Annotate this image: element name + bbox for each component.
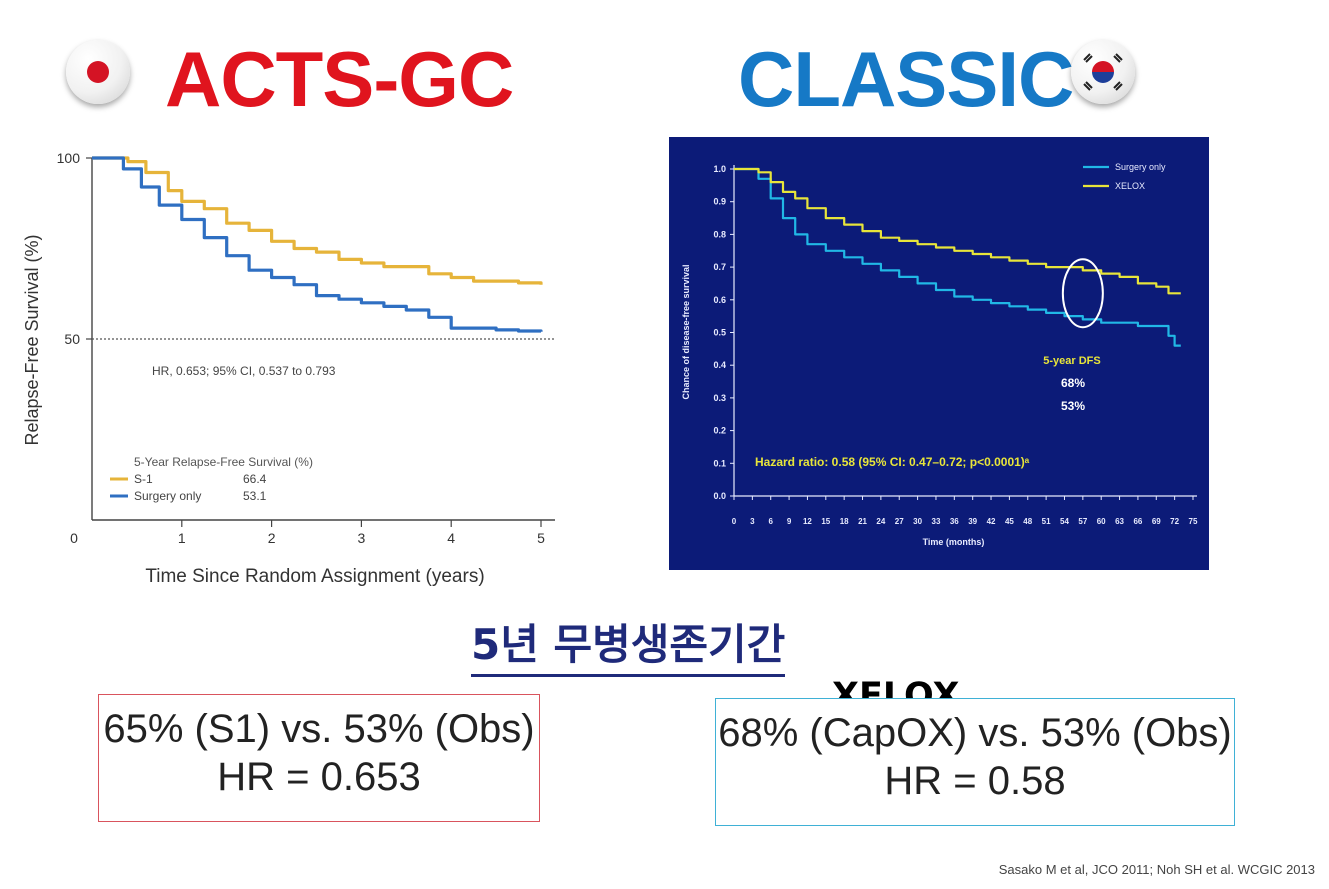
classic-chart-panel: [669, 137, 1209, 570]
classic-summary-rates: 68% (CapOX) vs. 53% (Obs): [718, 711, 1232, 755]
x-tick-label: 0: [70, 530, 78, 546]
classic-summary-box: 68% (CapOX) vs. 53% (Obs) HR = 0.58: [715, 698, 1235, 826]
y-tick-label: 100: [57, 150, 81, 166]
classic-text: Surgery only XELOX Time (months) Chance of …: [681, 162, 1166, 547]
x-tick-label: 72: [1170, 517, 1179, 526]
korea-flag-icon: [1071, 40, 1135, 104]
x-tick-label: 15: [821, 517, 830, 526]
y-tick-label: 0.8: [713, 229, 726, 239]
acts-gc-summary-hr: HR = 0.653: [217, 755, 421, 799]
x-tick-label: 60: [1097, 517, 1106, 526]
hazard-ratio-annotation: Hazard ratio: 0.58 (95% CI: 0.47–0.72; p…: [755, 455, 1030, 469]
acts-gc-summary-rates: 65% (S1) vs. 53% (Obs): [103, 707, 535, 751]
x-tick-label: 6: [768, 517, 773, 526]
x-tick-label: 33: [932, 517, 941, 526]
x-tick-label: 3: [358, 530, 366, 546]
classic-survival-chart: 0.00.10.20.30.40.50.60.70.80.91.00 3 6 9 12 1…: [681, 162, 1198, 547]
x-tick-label: 75: [1189, 517, 1198, 526]
series-line-surgery-only: [92, 156, 543, 333]
y-tick-label: 0.2: [713, 426, 726, 436]
legend-title: 5-Year Relapse-Free Survival (%): [134, 455, 313, 469]
x-axis-label: Time Since Random Assignment (years): [145, 566, 484, 587]
x-tick-label: 30: [913, 517, 922, 526]
x-tick-label: 54: [1060, 517, 1069, 526]
x-tick-label: 9: [787, 517, 792, 526]
y-tick-label: 50: [64, 331, 80, 347]
classic-summary-hr: HR = 0.58: [884, 759, 1066, 803]
y-tick-label: 0.9: [713, 197, 726, 207]
acts-gc-lines: [92, 156, 543, 333]
dfs-label-value: 68%: [1061, 376, 1085, 390]
x-tick-label: 18: [840, 517, 849, 526]
x-tick-label: 21: [858, 517, 867, 526]
citation: Sasako M et al, JCO 2011; Noh SH et al. …: [998, 862, 1315, 877]
y-tick-label: 0.1: [713, 458, 726, 468]
x-tick-label: 24: [876, 517, 885, 526]
x-tick-label: 57: [1078, 517, 1087, 526]
acts-gc-summary-box: 65% (S1) vs. 53% (Obs) HR = 0.653: [98, 694, 540, 822]
x-tick-label: 2: [268, 530, 276, 546]
five-year-dfs-subtitle: 5년 무병생존기간: [471, 618, 786, 677]
x-tick-label: 12: [803, 517, 812, 526]
acts-gc-ticks: 50 100 0 1 2 3 4 5: [57, 150, 545, 546]
classic-axes: [733, 165, 1197, 497]
classic-title: CLASSIC: [738, 35, 1074, 123]
y-tick-label: 0.4: [713, 360, 726, 370]
x-tick-label: 0: [732, 517, 737, 526]
hr-annotation: HR, 0.653; 95% CI, 0.537 to 0.793: [152, 364, 336, 378]
y-axis-label: Relapse-Free Survival (%): [22, 234, 42, 445]
x-tick-label: 45: [1005, 517, 1014, 526]
x-tick-label: 63: [1115, 517, 1124, 526]
y-tick-label: 0.7: [713, 262, 726, 272]
legend-entry-name: Surgery only: [134, 489, 201, 503]
y-axis-label: Chance of disease-free survival: [681, 264, 691, 399]
classic-lines: [734, 167, 1181, 347]
dfs-label-title: 5-year DFS: [1043, 355, 1100, 367]
y-tick-label: 0.5: [713, 328, 726, 338]
x-tick-label: 5: [537, 530, 545, 546]
y-tick-label: 0.0: [713, 491, 726, 501]
japan-flag-icon: [66, 40, 130, 104]
x-tick-label: 39: [968, 517, 977, 526]
dfs-highlight-ellipse: [1061, 258, 1104, 329]
x-axis-label: Time (months): [923, 537, 985, 547]
legend-entry-name: XELOX: [1115, 181, 1145, 191]
acts-gc-survival-chart: 50 100 0 1 2 3 4 5 Time Since Random Assignment…: [22, 150, 555, 587]
x-tick-label: 48: [1023, 517, 1032, 526]
series-line-surgery-only: [734, 167, 1181, 347]
y-tick-label: 0.6: [713, 295, 726, 305]
x-tick-label: 51: [1042, 517, 1051, 526]
x-tick-label: 42: [987, 517, 996, 526]
dfs-label-value: 53%: [1061, 399, 1085, 413]
series-line-s-1: [92, 156, 543, 285]
classic-ticks: 0.00.10.20.30.40.50.60.70.80.91.00 3 6 9 12 1…: [713, 164, 1198, 526]
acts-gc-text: Time Since Random Assignment (years) Rela…: [22, 234, 485, 587]
series-line-xelox: [734, 167, 1181, 295]
y-tick-label: 1.0: [713, 164, 726, 174]
x-tick-label: 1: [178, 530, 186, 546]
x-tick-label: 27: [895, 517, 904, 526]
x-tick-label: 3: [750, 517, 755, 526]
x-tick-label: 66: [1133, 517, 1142, 526]
x-tick-label: 69: [1152, 517, 1161, 526]
legend-entry-value: 53.1: [243, 489, 267, 503]
legend-entry-name: Surgery only: [1115, 162, 1166, 172]
x-tick-label: 4: [447, 530, 455, 546]
x-tick-label: 36: [950, 517, 959, 526]
y-tick-label: 0.3: [713, 393, 726, 403]
legend-entry-value: 66.4: [243, 472, 267, 486]
legend-entry-name: S-1: [134, 472, 153, 486]
acts-gc-title: ACTS-GC: [165, 35, 514, 123]
